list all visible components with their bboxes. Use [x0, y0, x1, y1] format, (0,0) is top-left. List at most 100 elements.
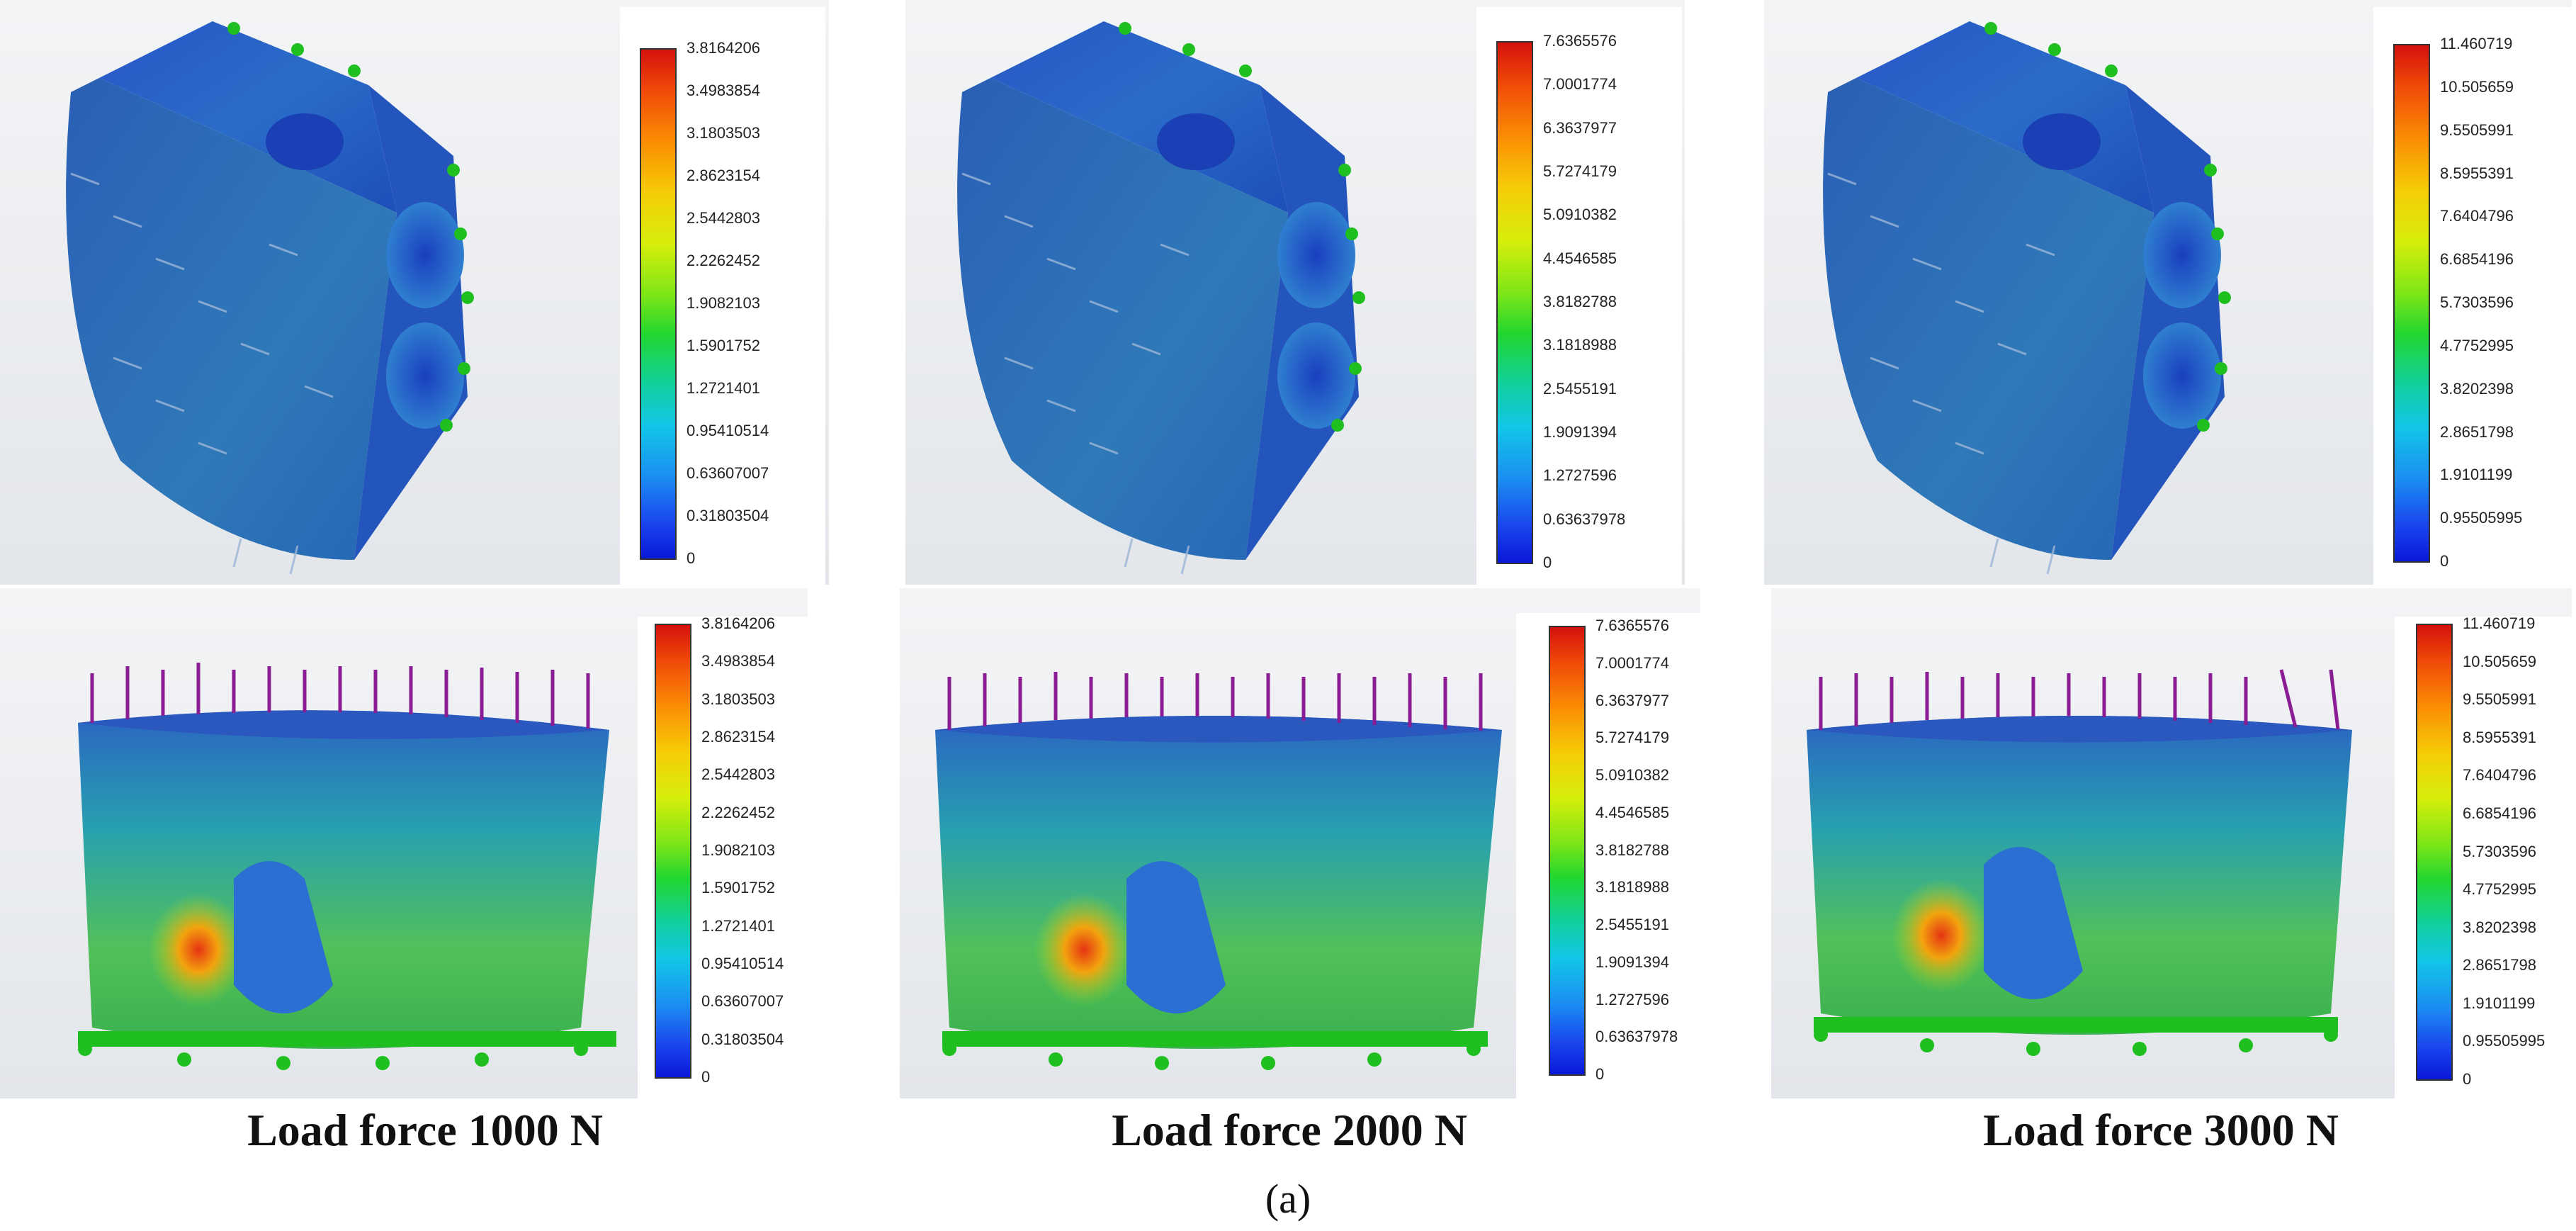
tick-label: 3.1803503 [701, 690, 775, 708]
bottom-panel-2: 7.6365576 7.0001774 6.3637977 5.7274179 5.09… [900, 588, 1700, 1098]
tick-label: 9.5505991 [2463, 690, 2536, 709]
tick-label: 1.9101199 [2463, 994, 2536, 1012]
tick-label: 0.63637978 [1595, 1028, 1678, 1046]
bottom-panel-1: 3.8164206 3.4983854 3.1803503 2.8623154 2.54… [0, 588, 808, 1098]
tick-label: 1.2721401 [687, 379, 760, 397]
legend-bottom-1: 3.8164206 3.4983854 3.1803503 2.8623154 2.54… [638, 614, 808, 1098]
tick-label: 6.3637977 [1543, 118, 1617, 137]
tick-label: 1.2727596 [1543, 466, 1617, 485]
tick-label: 2.8651798 [2463, 956, 2536, 974]
tick-label: 3.8202398 [2440, 379, 2514, 398]
caption-1000n: Load force 1000 N [247, 1105, 603, 1155]
tick-label: 0.95505995 [2463, 1032, 2546, 1050]
tick-label: 2.8623154 [701, 728, 775, 746]
tick-label: 1.9091394 [1543, 423, 1617, 441]
tick-label: 0.95410514 [701, 955, 784, 972]
tick-label: 2.8623154 [687, 167, 760, 184]
tick-label: 3.1818988 [1595, 878, 1669, 896]
tick-label: 4.4546585 [1543, 249, 1617, 267]
colorbar [1496, 41, 1533, 564]
tick-label: 7.0001774 [1595, 653, 1669, 672]
tick-label: 3.4983854 [687, 81, 760, 99]
tick-label: 6.6854196 [2463, 804, 2536, 822]
tick-label: 1.9082103 [701, 841, 775, 859]
tick-label: 4.7752995 [2440, 336, 2514, 354]
tick-label: 2.5442803 [701, 765, 775, 784]
tick-label: 1.9082103 [687, 294, 760, 312]
tick-label: 5.7274179 [1543, 162, 1617, 180]
tick-label: 1.2727596 [1595, 990, 1669, 1008]
tick-label: 4.7752995 [2463, 880, 2536, 899]
tick-label: 0.31803504 [701, 1030, 784, 1048]
tick-label: 7.6404796 [2463, 766, 2536, 785]
tick-label: 3.8202398 [2463, 918, 2536, 936]
tick-label: 5.0910382 [1543, 206, 1617, 224]
tick-label: 5.0910382 [1595, 766, 1669, 784]
tick-label: 0.63637978 [1543, 510, 1626, 528]
tick-label: 3.1818988 [1543, 336, 1617, 354]
tick-label: 0 [2463, 1070, 2472, 1088]
tick-label: 8.5955391 [2440, 164, 2514, 182]
tick-label: 11.460719 [2463, 614, 2536, 632]
caption-3000n: Load force 3000 N [1983, 1105, 2339, 1155]
tick-label: 1.9101199 [2440, 466, 2513, 484]
tick-label: 2.5455191 [1543, 379, 1617, 398]
tick-label: 0.95410514 [687, 422, 769, 439]
tick-label: 0.63607007 [687, 464, 769, 482]
tick-label: 3.4983854 [701, 652, 775, 670]
legend-bottom-2: 7.6365576 7.0001774 6.3637977 5.7274179 5.09… [1516, 613, 1700, 1098]
tick-label: 1.5901752 [687, 337, 760, 354]
tick-label: 2.5455191 [1595, 916, 1669, 933]
legend-bottom-3: 11.460719 10.505659 9.5505991 8.5955391 7.64… [2395, 614, 2572, 1098]
tick-label: 5.7303596 [2440, 293, 2514, 311]
tick-label: 4.4546585 [1595, 803, 1669, 821]
colorbar [1549, 626, 1586, 1076]
tick-label: 2.5442803 [687, 209, 760, 227]
tick-label: 3.8164206 [701, 614, 775, 632]
colorbar [2393, 44, 2430, 563]
legend-top-2: 7.6365576 7.0001774 6.3637977 5.7274179 5.09… [1476, 7, 1682, 585]
tick-label: 0.63607007 [701, 992, 784, 1011]
tick-label: 0 [1543, 553, 1552, 571]
legend-top-3: 11.460719 10.505659 9.5505991 8.5955391 7.64… [2373, 7, 2572, 585]
legend-top-1: 3.8164206 3.4983854 3.1803503 2.8623154 2.54… [620, 7, 825, 585]
tick-label: 11.460719 [2440, 35, 2513, 52]
tick-label: 0 [1595, 1065, 1605, 1083]
tick-label: 0 [2440, 552, 2449, 570]
tick-label: 3.8164206 [687, 39, 760, 57]
colorbar [2416, 624, 2453, 1081]
tick-label: 10.505659 [2440, 77, 2514, 96]
tick-label: 0 [687, 549, 696, 567]
tick-label: 3.8182788 [1595, 841, 1669, 859]
top-panel-2: 7.6365576 7.0001774 6.3637977 5.7274179 5.09… [905, 0, 1685, 585]
tick-label: 7.6365576 [1595, 617, 1669, 634]
top-panel-1: 3.8164206 3.4983854 3.1803503 2.8623154 2.54… [0, 0, 829, 585]
top-panel-3: 11.460719 10.505659 9.5505991 8.5955391 7.64… [1764, 0, 2572, 585]
tick-label: 0 [701, 1068, 711, 1086]
tick-label: 5.7303596 [2463, 842, 2536, 860]
tick-label: 0.31803504 [687, 507, 769, 524]
caption-2000n: Load force 2000 N [1112, 1105, 1467, 1155]
colorbar [655, 624, 691, 1079]
tick-label: 7.6365576 [1543, 32, 1617, 50]
tick-label: 0.95505995 [2440, 509, 2523, 527]
tick-label: 9.5505991 [2440, 120, 2514, 139]
tick-label: 10.505659 [2463, 652, 2536, 670]
tick-label: 2.2262452 [687, 252, 760, 269]
subfigure-label: (a) [1265, 1176, 1311, 1222]
tick-label: 7.0001774 [1543, 75, 1617, 94]
tick-label: 1.2721401 [701, 916, 775, 935]
bottom-panel-3: 11.460719 10.505659 9.5505991 8.5955391 7.64… [1771, 588, 2572, 1098]
tick-label: 5.7274179 [1595, 729, 1669, 747]
tick-label: 2.8651798 [2440, 422, 2514, 441]
tick-label: 1.5901752 [701, 879, 775, 897]
tick-label: 3.8182788 [1543, 293, 1617, 310]
colorbar [640, 48, 677, 560]
tick-label: 1.9091394 [1595, 952, 1669, 971]
tick-label: 6.6854196 [2440, 250, 2514, 269]
tick-label: 3.1803503 [687, 124, 760, 142]
tick-label: 8.5955391 [2463, 728, 2536, 746]
tick-label: 2.2262452 [701, 803, 775, 821]
tick-label: 7.6404796 [2440, 207, 2514, 225]
tick-label: 6.3637977 [1595, 691, 1669, 709]
